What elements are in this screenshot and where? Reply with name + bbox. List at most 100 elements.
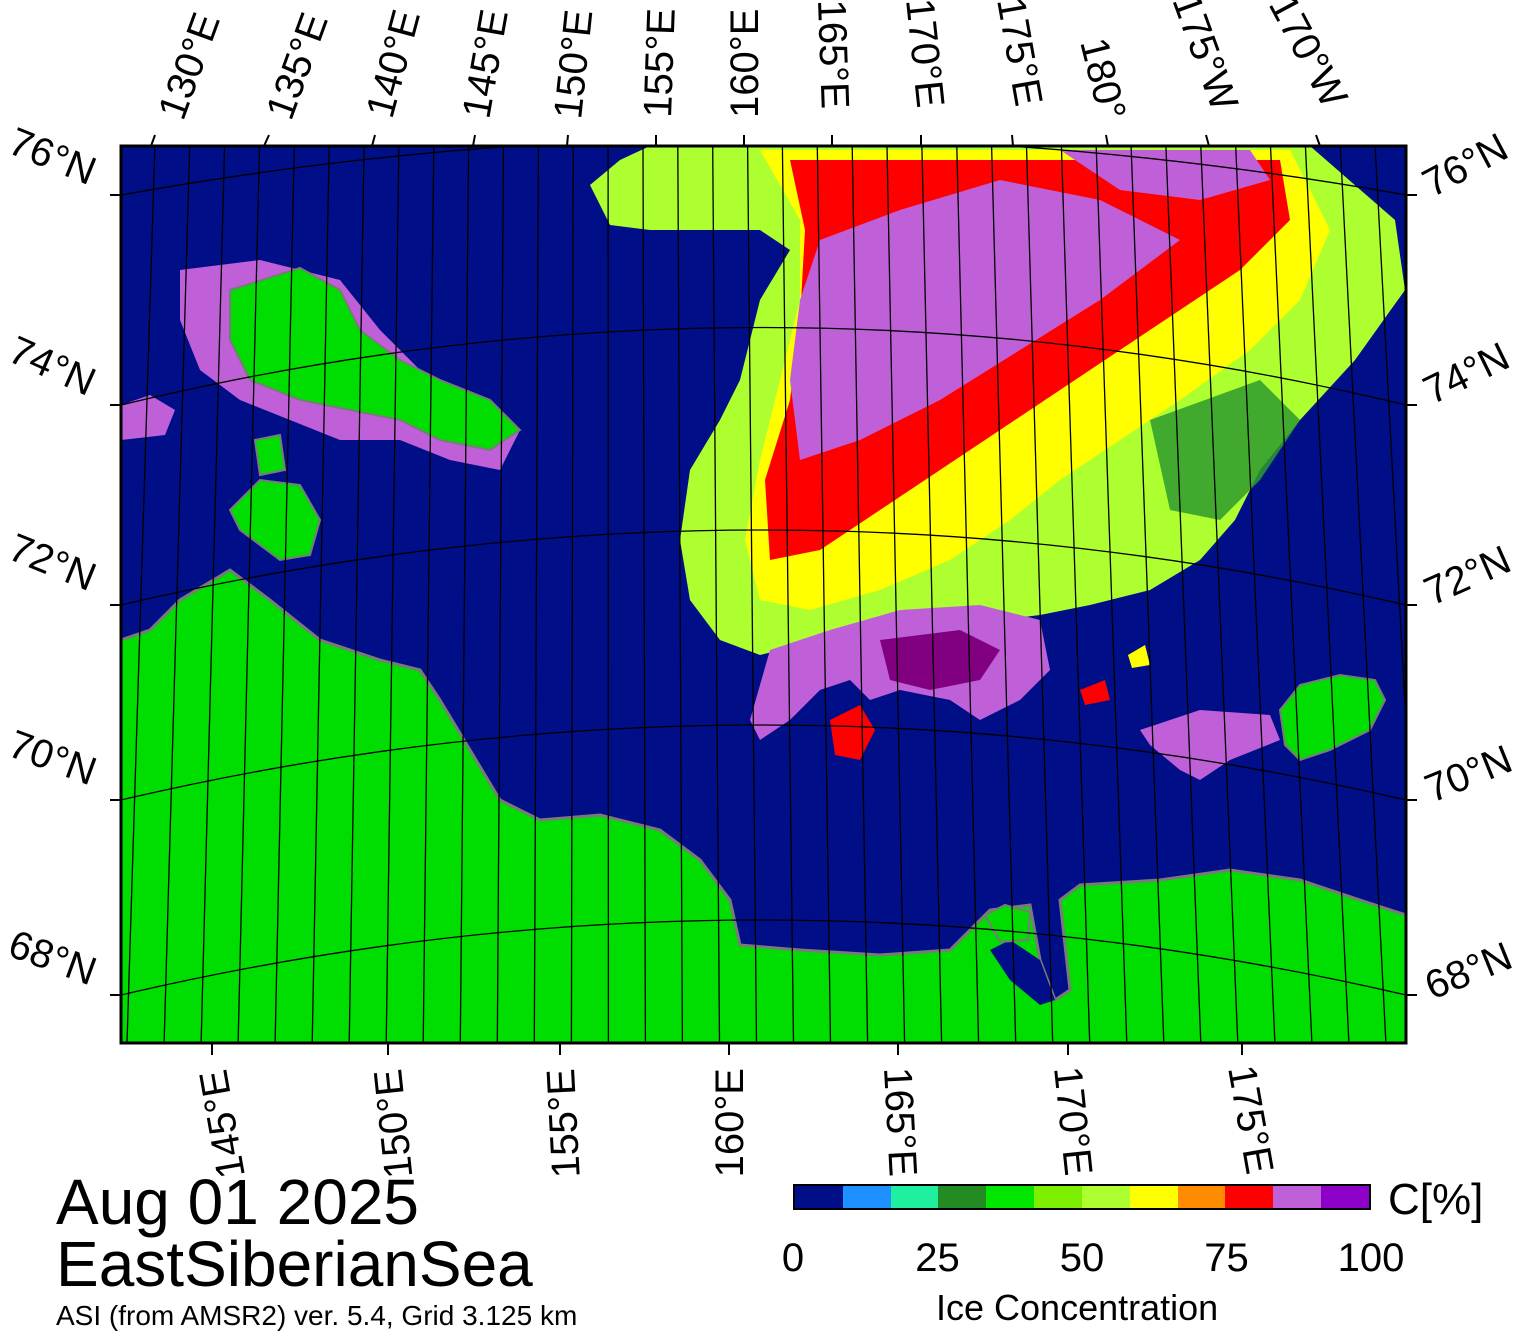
top-lon-label: 155°E [636,7,684,118]
top-lon-label: 140°E [358,5,429,122]
map-field [121,146,1406,1043]
meridian-line [1235,146,1276,1043]
map-frame [119,144,1408,1045]
colorbar-tick-label: 0 [781,1236,805,1280]
coast-bay [990,940,1055,1005]
ice-field-magenta-2 [1060,150,1270,200]
mainland [121,568,1406,1043]
meridian-line [311,146,330,1043]
bottom-lon-label: 160°E [708,1068,752,1177]
meridian-line [1165,146,1202,1043]
left-lat-label: 72°N [3,526,102,600]
top-lon-label: 165°E [809,0,857,110]
meridian-line [1095,146,1128,1043]
map-date: Aug 01 2025 [56,1166,419,1238]
meridian-line [274,146,295,1043]
meridian-line [921,146,943,1043]
meridian-line [1269,146,1313,1043]
axis-ticks [110,134,1417,1055]
colorbar-segment [1177,1186,1226,1208]
top-lon-label: 145°E [455,6,517,121]
meridian-line [990,146,1017,1043]
top-lon-label: 180° [1071,34,1134,125]
meridian-line [496,146,505,1043]
meridian-line [816,146,832,1043]
right-latitude-labels: 76°N 74°N 72°N 70°N 68°N [1416,125,1519,1008]
top-lon-label: 170°W [1260,0,1356,115]
meridians [90,146,1406,1043]
ice-patch-east-2 [1080,680,1110,705]
right-lat-label: 72°N [1418,538,1518,615]
meridian-line [1304,146,1350,1043]
meridian-line [459,146,470,1043]
ice-concentration-colorbar [793,1184,1371,1210]
meridian-line [1200,146,1239,1043]
colorbar-title: Ice Concentration [936,1287,1219,1328]
meridian-line [851,146,869,1043]
ice-field-magenta [790,180,1180,460]
top-lon-label: 175°W [1164,0,1247,117]
meridian-line [886,146,906,1043]
parallel-72n [121,529,1406,606]
ice-field-green [1150,380,1300,520]
right-lat-label: 76°N [1416,125,1516,206]
meridian-line [237,146,261,1043]
colorbar-segment [1129,1186,1178,1208]
meridian-line [348,146,365,1043]
meridian-line [385,146,400,1043]
bottom-lon-label: 150°E [366,1067,421,1180]
meridian-line [746,146,758,1043]
island-kotelny-land [229,266,522,452]
meridian-line [712,146,721,1043]
colorbar-unit: C[%] [1388,1175,1484,1224]
ice-patch-south [830,705,875,760]
meridian-line [781,146,795,1043]
colorbar-tick-label: 100 [1337,1236,1405,1280]
meridian-line [1130,146,1165,1043]
island-west [121,395,175,440]
meridian-line [200,146,226,1043]
meridian-line [422,146,435,1043]
colorbar-segment [1034,1186,1082,1208]
meridian-line [90,146,120,1043]
top-lon-label: 135°E [258,7,337,125]
meridian-line [1060,146,1091,1043]
right-lat-label: 74°N [1417,334,1517,413]
parallel-70n [121,724,1406,801]
bottom-lon-label: 175°E [1219,1062,1281,1177]
meridian-line [570,146,574,1043]
colorbar-segment [938,1186,987,1208]
ice-patch-east [1140,710,1280,780]
left-lat-label: 70°N [3,722,102,794]
bottom-longitude-labels: 145°E 150°E 155°E 160°E 165°E 170°E 175°… [192,1062,1282,1182]
colorbar-segment [795,1186,843,1208]
colorbar-segment [1225,1186,1274,1208]
meridian-line [642,146,647,1043]
colorbar-segment [842,1186,891,1208]
left-latitude-labels: 76°N 74°N 72°N 70°N 68°N [2,120,102,994]
meridian-line [1339,146,1387,1043]
meridian-line [126,146,156,1043]
top-lon-label: 170°E [897,0,952,110]
top-longitude-labels: 130°E 135°E 140°E 145°E 150°E 155°E 160°… [150,0,1355,125]
colorbar-tick-label: 75 [1204,1236,1249,1280]
top-lon-label: 160°E [723,9,767,118]
bottom-lon-label: 170°E [1045,1064,1100,1177]
left-lat-label: 68°N [3,922,102,994]
colorbar-segment [1321,1186,1369,1208]
meridian-line [1374,146,1406,737]
bottom-lon-label: 155°E [539,1068,589,1180]
colorbar-segment [890,1186,939,1208]
region-name: EastSiberianSea [56,1228,533,1300]
parallel-68n [121,919,1406,996]
meridian-line [163,146,191,1043]
colorbar-tick-label: 50 [1059,1236,1105,1280]
bottom-lon-label: 165°E [875,1066,925,1178]
island-lyakhovsky-north [253,433,287,477]
left-lat-label: 76°N [3,120,102,194]
graticule [90,146,1406,1043]
colorbar-tick-label: 25 [915,1236,960,1280]
meridian-line [533,146,540,1043]
colorbar-segment [1081,1186,1130,1208]
